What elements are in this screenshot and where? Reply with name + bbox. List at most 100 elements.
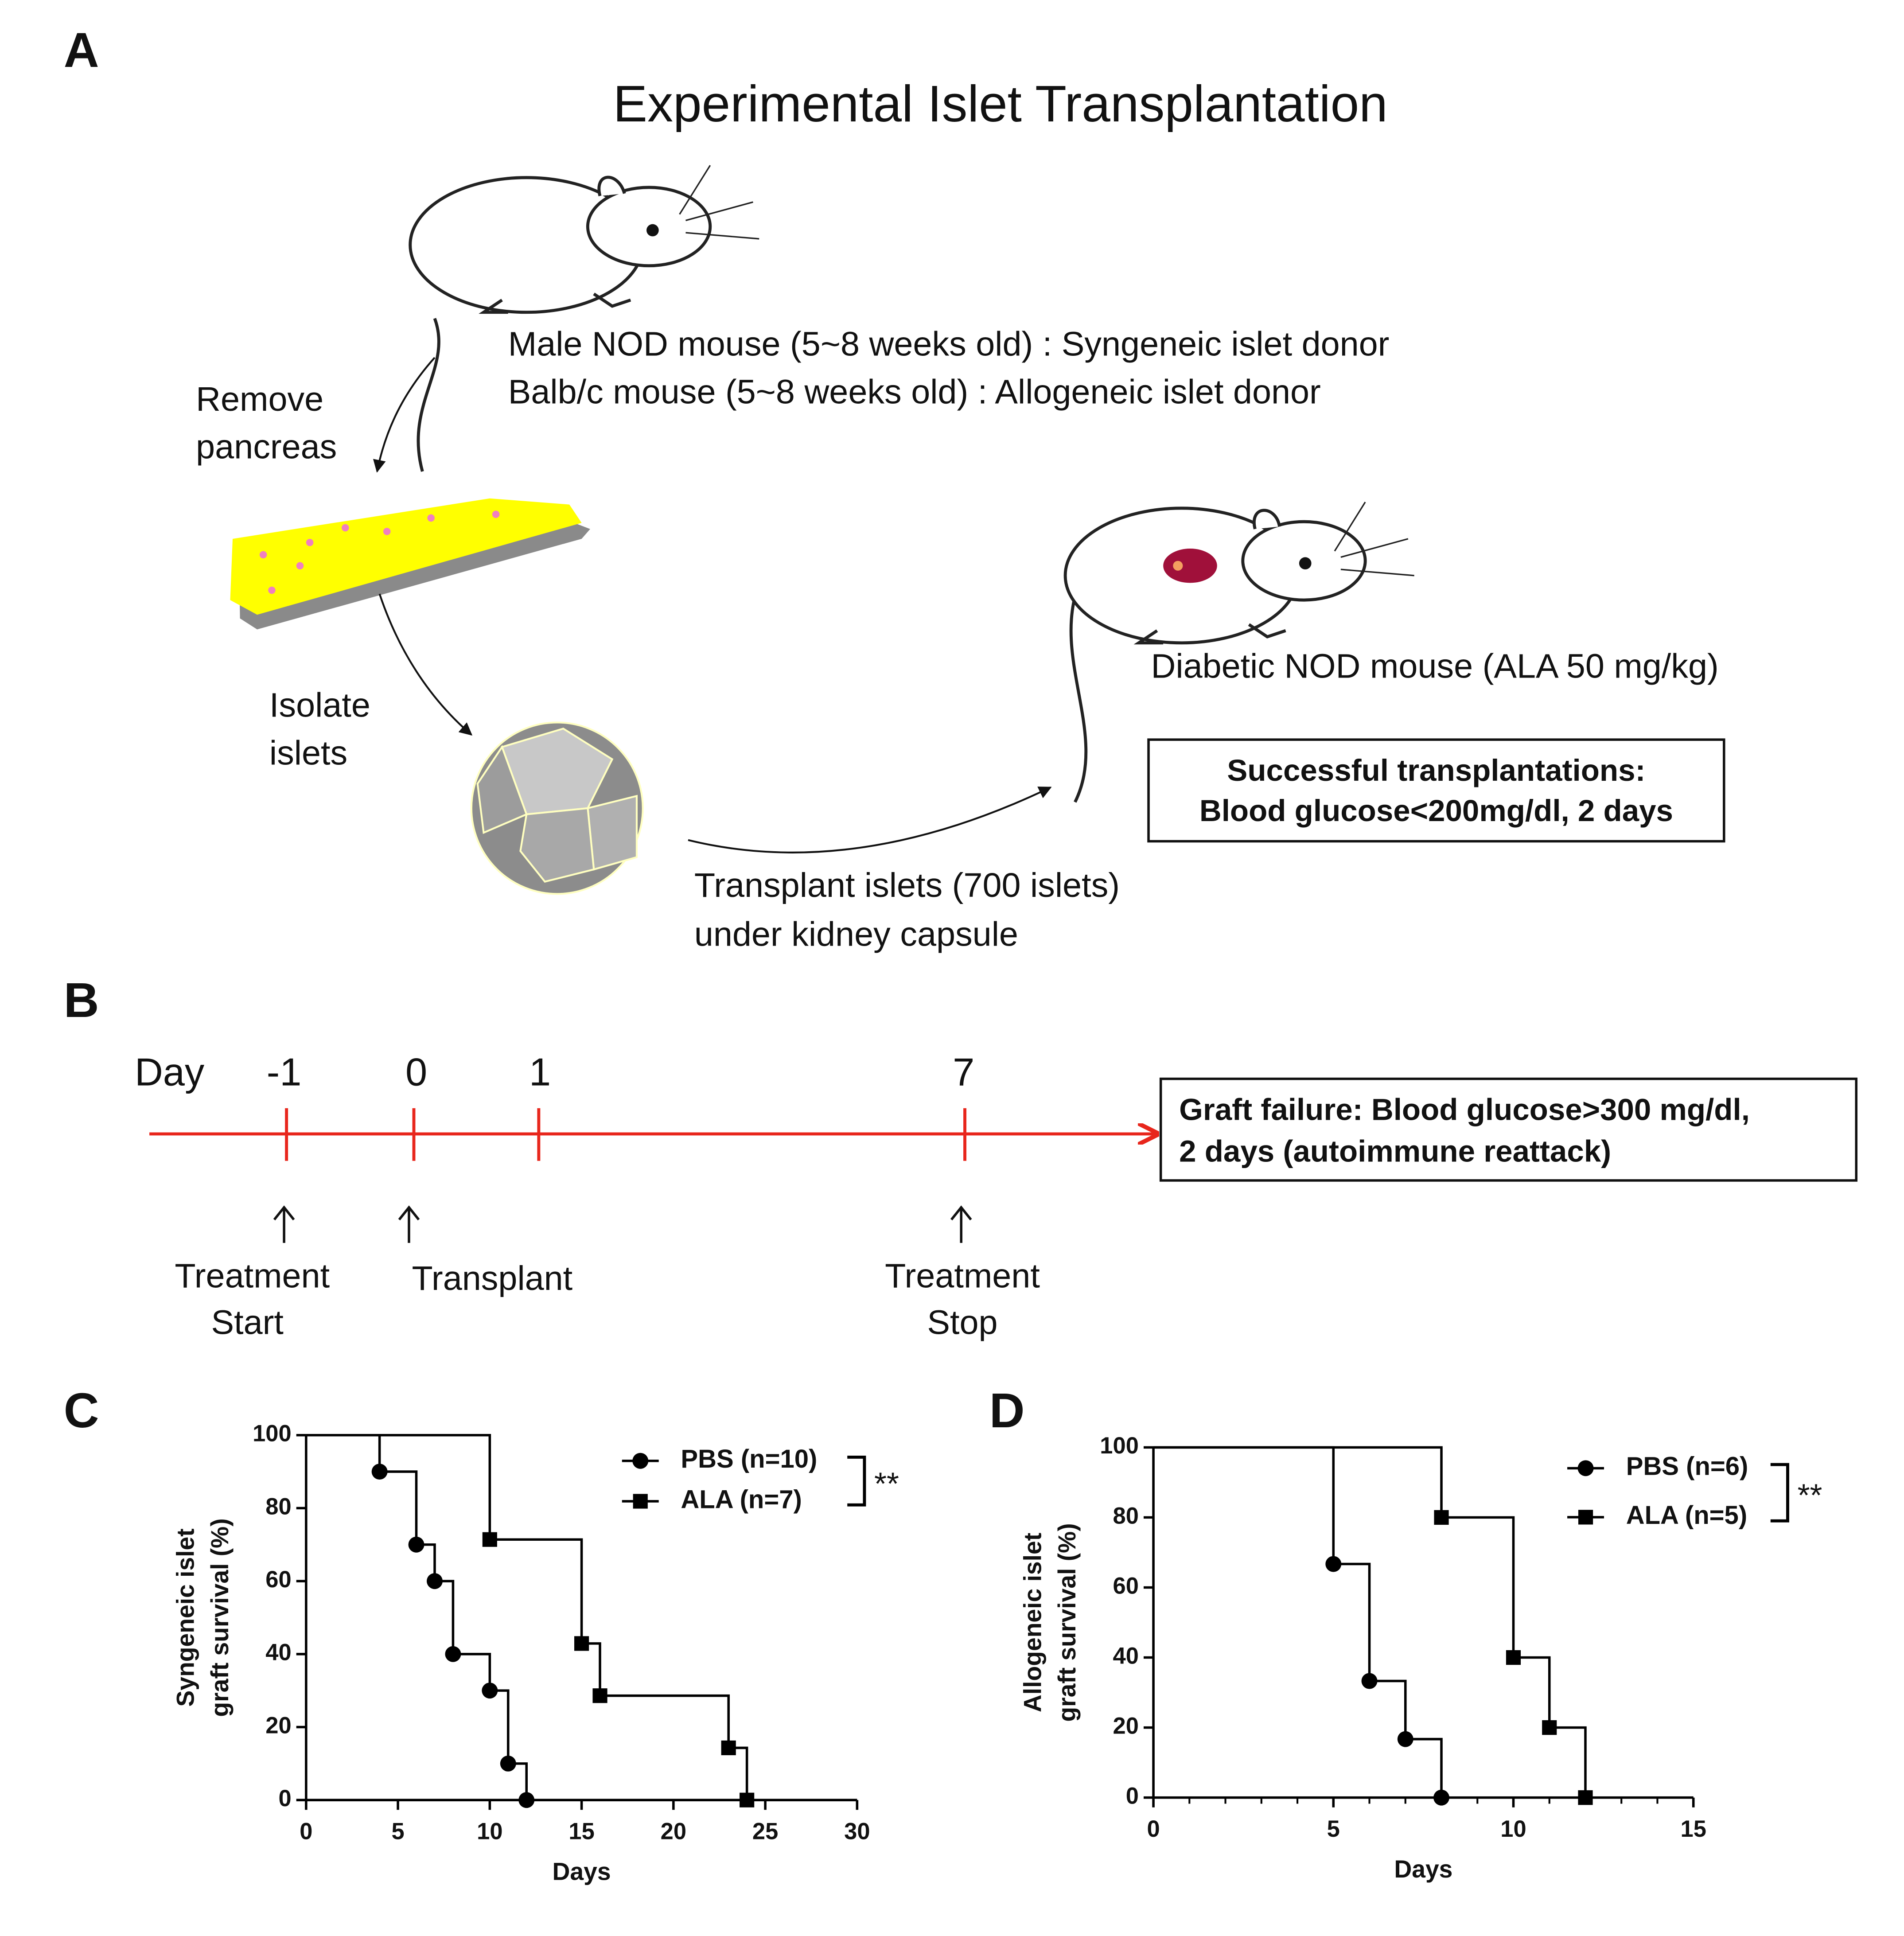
graft	[1173, 561, 1183, 571]
y-tick-label: 20	[1113, 1713, 1139, 1739]
marker	[371, 1464, 388, 1480]
x-tick-label: 10	[1500, 1816, 1526, 1842]
event-label: Start	[211, 1303, 284, 1341]
marker	[500, 1755, 516, 1772]
legend-label: ALA (n=7)	[681, 1485, 802, 1514]
legend-marker	[1578, 1510, 1593, 1525]
arrow	[378, 593, 473, 736]
timeline-label: 0	[405, 1050, 427, 1094]
x-axis-label: Days	[1394, 1855, 1452, 1883]
timeline-label: 1	[529, 1050, 551, 1094]
success-box	[1147, 738, 1725, 843]
significance-bracket	[847, 1456, 866, 1507]
event-arrows	[273, 1205, 972, 1243]
x-tick-label: 20	[661, 1819, 686, 1845]
legend-marker	[632, 1453, 649, 1469]
arrow	[688, 787, 1052, 853]
panel-letter: A	[64, 23, 99, 78]
marker	[445, 1646, 461, 1662]
donor-mouse	[409, 165, 759, 472]
mouse-eye	[1299, 557, 1312, 570]
marker	[1325, 1556, 1342, 1572]
box-text: 2 days (autoimmune reattack)	[1179, 1134, 1611, 1168]
marker	[592, 1688, 607, 1703]
marker	[740, 1792, 755, 1807]
event-label: Stop	[927, 1303, 997, 1341]
marker	[408, 1536, 424, 1553]
timeline-label: 7	[953, 1050, 974, 1094]
y-tick-label: 80	[265, 1493, 291, 1519]
timeline-ticks	[285, 1108, 966, 1161]
legend-label: PBS (n=10)	[681, 1445, 817, 1473]
kidney	[1163, 549, 1217, 583]
marker	[482, 1532, 497, 1547]
y-axis-label: graft survival (%)	[1053, 1523, 1081, 1722]
y-tick-label: 40	[265, 1640, 291, 1666]
y-tick-label: 100	[1100, 1433, 1139, 1459]
x-tick-label: 5	[391, 1819, 404, 1845]
marker	[427, 1573, 443, 1589]
x-tick-label: 15	[1681, 1816, 1706, 1842]
timeline-axis-label: Day	[135, 1050, 205, 1094]
box-text: Successful transplantations:	[1227, 753, 1645, 787]
marker	[721, 1740, 736, 1756]
failure-box	[1159, 1077, 1857, 1182]
x-tick-label: 0	[1147, 1816, 1160, 1842]
y-axis-label: graft survival (%)	[206, 1518, 234, 1717]
x-tick-label: 30	[844, 1819, 870, 1845]
donor-line: Male NOD mouse (5~8 weeks old) : Syngene…	[508, 325, 1390, 363]
marker	[518, 1792, 535, 1808]
marker	[1434, 1510, 1449, 1525]
step-label: islets	[269, 734, 347, 772]
survival-line	[306, 1433, 528, 1800]
title: Experimental Islet Transplantation	[613, 75, 1388, 132]
x-tick-label: 0	[300, 1819, 312, 1845]
y-tick-label: 0	[1126, 1783, 1139, 1809]
step-label: under kidney capsule	[694, 915, 1018, 953]
donor-line: Balb/c mouse (5~8 weeks old) : Allogenei…	[508, 373, 1321, 411]
box-text: Blood glucose<200mg/dl, 2 days	[1199, 793, 1673, 828]
x-tick-label: 15	[568, 1819, 594, 1845]
legend-label: ALA (n=5)	[1626, 1501, 1747, 1530]
x-tick-label: 10	[477, 1819, 502, 1845]
legend-marker	[1577, 1460, 1594, 1476]
survival-line	[1153, 1446, 1443, 1798]
y-tick-label: 60	[1113, 1573, 1139, 1599]
y-tick-label: 20	[265, 1712, 291, 1738]
marker	[1578, 1790, 1593, 1805]
x-tick-label: 25	[752, 1819, 778, 1845]
panel-letter: D	[989, 1383, 1025, 1438]
y-axis-label: Syngeneic islet	[171, 1528, 199, 1706]
arrow	[373, 357, 436, 473]
y-tick-label: 80	[1113, 1503, 1139, 1529]
panel-letter: B	[64, 973, 99, 1028]
box-text: Graft failure: Blood glucose>300 mg/dl,	[1179, 1092, 1750, 1126]
step-label: pancreas	[196, 428, 337, 466]
islet-dots	[259, 510, 500, 594]
islet	[470, 721, 644, 895]
mouse-eye	[646, 224, 659, 237]
marker	[1433, 1789, 1449, 1806]
significance: **	[1798, 1478, 1822, 1513]
marker	[1542, 1720, 1557, 1735]
x-tick-label: 5	[1327, 1816, 1340, 1842]
significance-bracket	[1770, 1463, 1789, 1523]
significance: **	[874, 1466, 899, 1501]
step-label: Isolate	[269, 686, 370, 725]
step-label: Remove	[196, 380, 323, 418]
y-tick-label: 60	[265, 1566, 291, 1593]
legend-label: PBS (n=6)	[1626, 1452, 1748, 1481]
y-tick-label: 100	[253, 1421, 292, 1447]
timeline-label: -1	[267, 1050, 302, 1094]
y-tick-label: 40	[1113, 1643, 1139, 1669]
event-label: Transplant	[412, 1259, 573, 1297]
event-label: Treatment	[175, 1257, 330, 1295]
legend-marker	[633, 1494, 648, 1509]
y-tick-label: 0	[278, 1785, 291, 1811]
panel-letter: C	[64, 1383, 99, 1438]
y-axis-label: Allogeneic islet	[1019, 1533, 1047, 1712]
recipient-label: Diabetic NOD mouse (ALA 50 mg/kg)	[1151, 647, 1719, 685]
pancreas	[230, 498, 582, 615]
marker	[1506, 1650, 1521, 1665]
